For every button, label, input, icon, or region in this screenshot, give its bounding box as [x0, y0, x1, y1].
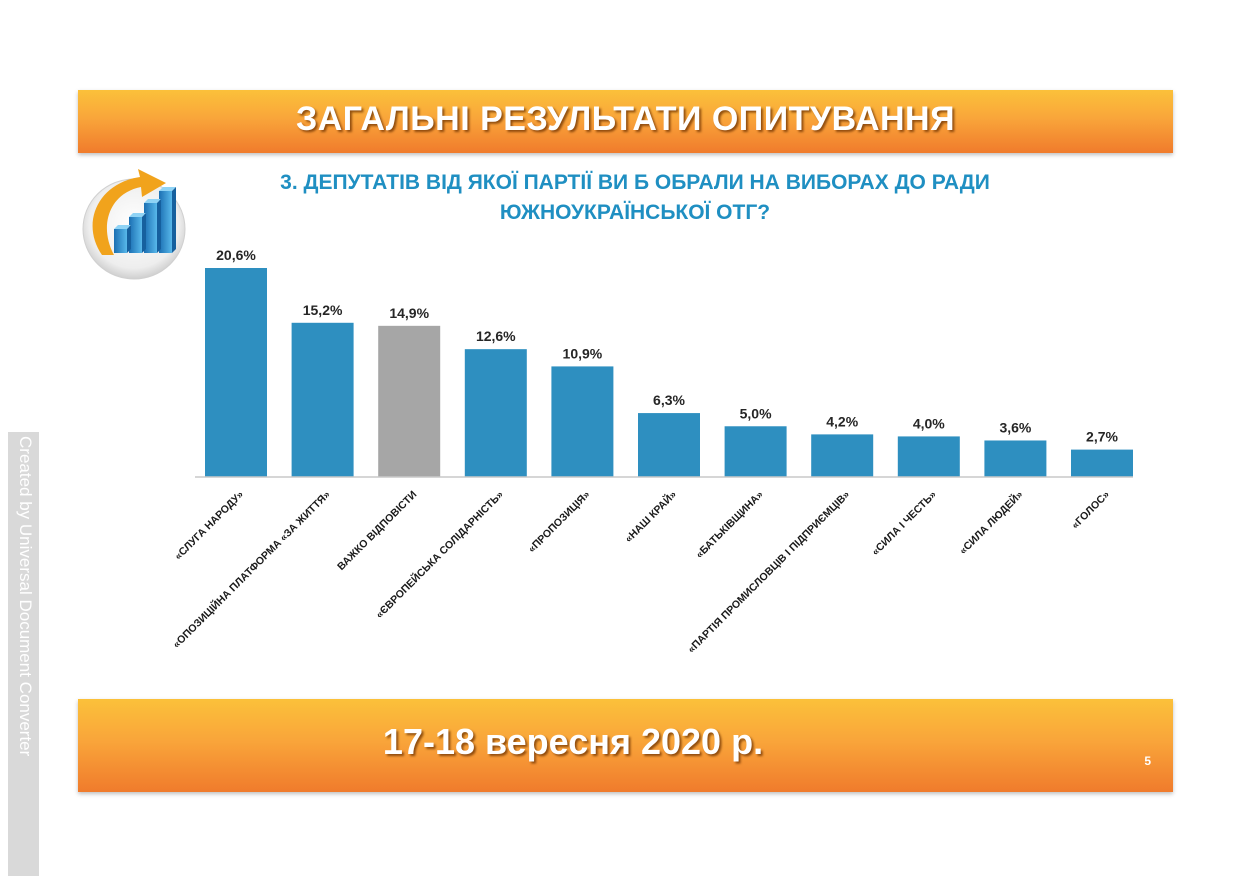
value-label-5: 10,9% — [563, 345, 603, 361]
bar-11 — [1071, 449, 1133, 477]
category-label-1: «СЛУГА НАРОДУ» — [172, 489, 246, 563]
title-banner: ЗАГАЛЬНІ РЕЗУЛЬТАТИ ОПИТУВАННЯ — [78, 90, 1173, 153]
growth-chart-logo-icon — [82, 169, 186, 280]
category-label-6: «НАШ КРАЙ» — [622, 488, 679, 545]
value-labels-group: 20,6% 15,2% 14,9% 12,6% 10,9% 6,3% 5,0% 4,2% 4,0… — [216, 247, 1118, 445]
bar-8 — [811, 434, 874, 477]
bar-6 — [638, 413, 700, 477]
bar-3 — [378, 325, 441, 477]
bar-5 — [551, 366, 614, 477]
category-label-9: «СИЛА І ЧЕСТЬ» — [869, 489, 939, 559]
bar-10 — [984, 440, 1047, 477]
value-label-6: 6,3% — [653, 392, 685, 408]
watermark-strip — [8, 432, 39, 876]
category-label-10: «СИЛА ЛЮДЕЙ» — [956, 488, 1025, 557]
category-label-8: «ПАРТІЯ ПРОМИСЛОВЦІВ І ПІДПРИЄМЦІВ» — [685, 489, 852, 656]
bar-7 — [724, 426, 787, 477]
survey-question: 3. ДЕПУТАТІВ ВІД ЯКОЇ ПАРТІЇ ВИ Б ОБРАЛИ… — [215, 168, 1055, 228]
value-label-11: 2,7% — [1086, 429, 1118, 445]
value-label-2: 15,2% — [303, 302, 343, 318]
value-label-1: 20,6% — [216, 247, 256, 263]
question-line-1: 3. ДЕПУТАТІВ ВІД ЯКОЇ ПАРТІЇ ВИ Б ОБРАЛИ… — [280, 171, 990, 194]
survey-date: 17-18 вересня 2020 р. — [382, 721, 764, 762]
page-number: 5 — [1144, 754, 1151, 768]
category-label-7: «БАТЬКІВЩИНА» — [693, 489, 765, 561]
bars-group — [205, 268, 1133, 477]
page-title: ЗАГАЛЬНІ РЕЗУЛЬТАТИ ОПИТУВАННЯ — [295, 100, 956, 138]
date-banner: 17-18 вересня 2020 р. 5 — [78, 699, 1173, 792]
category-labels-group: «СЛУГА НАРОДУ»«ОПОЗИЦІЙНА ПЛАТФОРМА «ЗА … — [170, 488, 1112, 656]
value-label-7: 5,0% — [740, 405, 772, 421]
bar-1 — [205, 268, 267, 477]
bar-4 — [464, 349, 527, 477]
value-label-3: 14,9% — [389, 305, 429, 321]
bar-2 — [291, 322, 354, 477]
question-line-2: ЮЖНОУКРАЇНСЬКОЇ ОТГ? — [499, 201, 771, 224]
category-label-2: «ОПОЗИЦІЙНА ПЛАТФОРМА «ЗА ЖИТТЯ» — [170, 488, 333, 651]
category-label-5: «ПРОПОЗИЦІЯ» — [526, 489, 593, 556]
value-label-8: 4,2% — [826, 413, 858, 429]
watermark-text: Created by Universal Document Converter — [16, 436, 35, 757]
bar-9 — [897, 436, 960, 477]
value-label-4: 12,6% — [476, 328, 516, 344]
category-label-3: ВАЖКО ВІДПОВІСТИ — [335, 489, 419, 573]
value-label-9: 4,0% — [913, 415, 945, 431]
category-label-11: «ГОЛОС» — [1069, 489, 1112, 532]
value-label-10: 3,6% — [999, 419, 1031, 435]
